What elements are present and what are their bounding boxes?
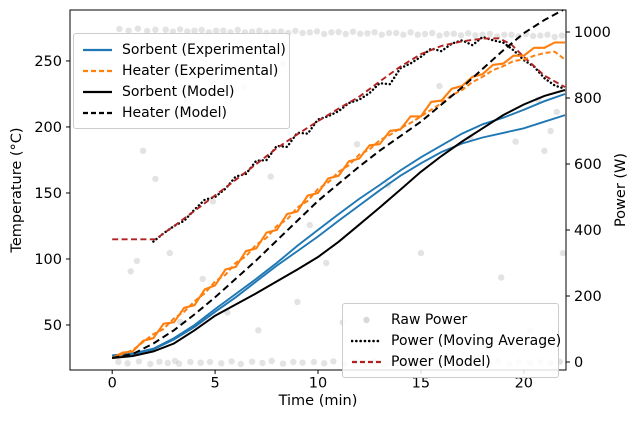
legend-label: Raw Power	[391, 311, 468, 328]
legend-swatch-line-icon	[83, 69, 112, 72]
legend-label: Sorbent (Experimental)	[122, 41, 286, 58]
svg-text:250: 250	[34, 54, 62, 70]
legend-swatch-line-icon	[352, 360, 381, 363]
y-axis-label-right: Power (W)	[613, 152, 629, 228]
svg-text:200: 200	[574, 289, 602, 305]
x-axis-label: Time (min)	[278, 393, 358, 409]
raw-power-scatter	[115, 25, 567, 368]
series-power-model	[112, 37, 566, 241]
svg-text:0: 0	[574, 355, 583, 371]
svg-text:200: 200	[34, 120, 62, 136]
svg-text:1000: 1000	[574, 25, 611, 41]
legend-label: Sorbent (Model)	[122, 83, 235, 100]
legend-swatch-dot-icon	[363, 316, 370, 323]
legend-swatch-dotted-line-icon	[351, 339, 382, 342]
series-power-moving-avg	[152, 35, 567, 243]
svg-text:0: 0	[108, 376, 117, 392]
svg-text:800: 800	[574, 91, 602, 107]
svg-text:400: 400	[574, 223, 602, 239]
series-heater-exp-2	[111, 50, 566, 359]
legend-item: Raw Power	[351, 309, 549, 330]
legend-item: Power (Moving Average)	[351, 330, 561, 351]
svg-text:10: 10	[309, 376, 327, 392]
svg-text:50: 50	[44, 318, 62, 334]
legend-swatch-line-icon	[83, 48, 112, 51]
series-sorbent-model	[112, 89, 566, 359]
legend-swatch-line-icon	[83, 90, 112, 93]
legend-item: Sorbent (Model)	[82, 81, 280, 102]
svg-text:5: 5	[210, 376, 219, 392]
legend-label: Heater (Experimental)	[122, 62, 279, 79]
legend-item: Power (Model)	[351, 351, 549, 372]
series-sorbent-exp-1	[112, 93, 566, 357]
legend-item: Heater (Experimental)	[82, 60, 280, 81]
legend-power: Raw Power Power (Moving Average) Power (Mo…	[342, 303, 561, 378]
svg-text:600: 600	[574, 157, 602, 173]
y-axis-left-ticks: 50 100 150 200 250	[34, 54, 70, 334]
legend-label: Power (Moving Average)	[391, 332, 562, 349]
svg-text:20: 20	[515, 376, 533, 392]
legend-label: Heater (Model)	[122, 104, 227, 121]
y-axis-right-ticks: 0 200 400 600 800 1000	[566, 25, 611, 371]
legend-item: Heater (Model)	[82, 102, 280, 123]
svg-text:100: 100	[34, 252, 62, 268]
series-heater-exp-1	[111, 41, 565, 359]
series-heater-model	[112, 9, 564, 359]
y-axis-label-left: Temperature (°C)	[9, 127, 25, 253]
legend-temperature: Sorbent (Experimental) Heater (Experiment…	[73, 33, 290, 129]
legend-swatch-line-icon	[83, 111, 112, 114]
series-sorbent-exp-2	[112, 114, 566, 357]
legend-item: Sorbent (Experimental)	[82, 39, 286, 60]
svg-text:150: 150	[34, 186, 62, 202]
legend-label: Power (Model)	[391, 353, 491, 370]
svg-text:15: 15	[412, 376, 430, 392]
